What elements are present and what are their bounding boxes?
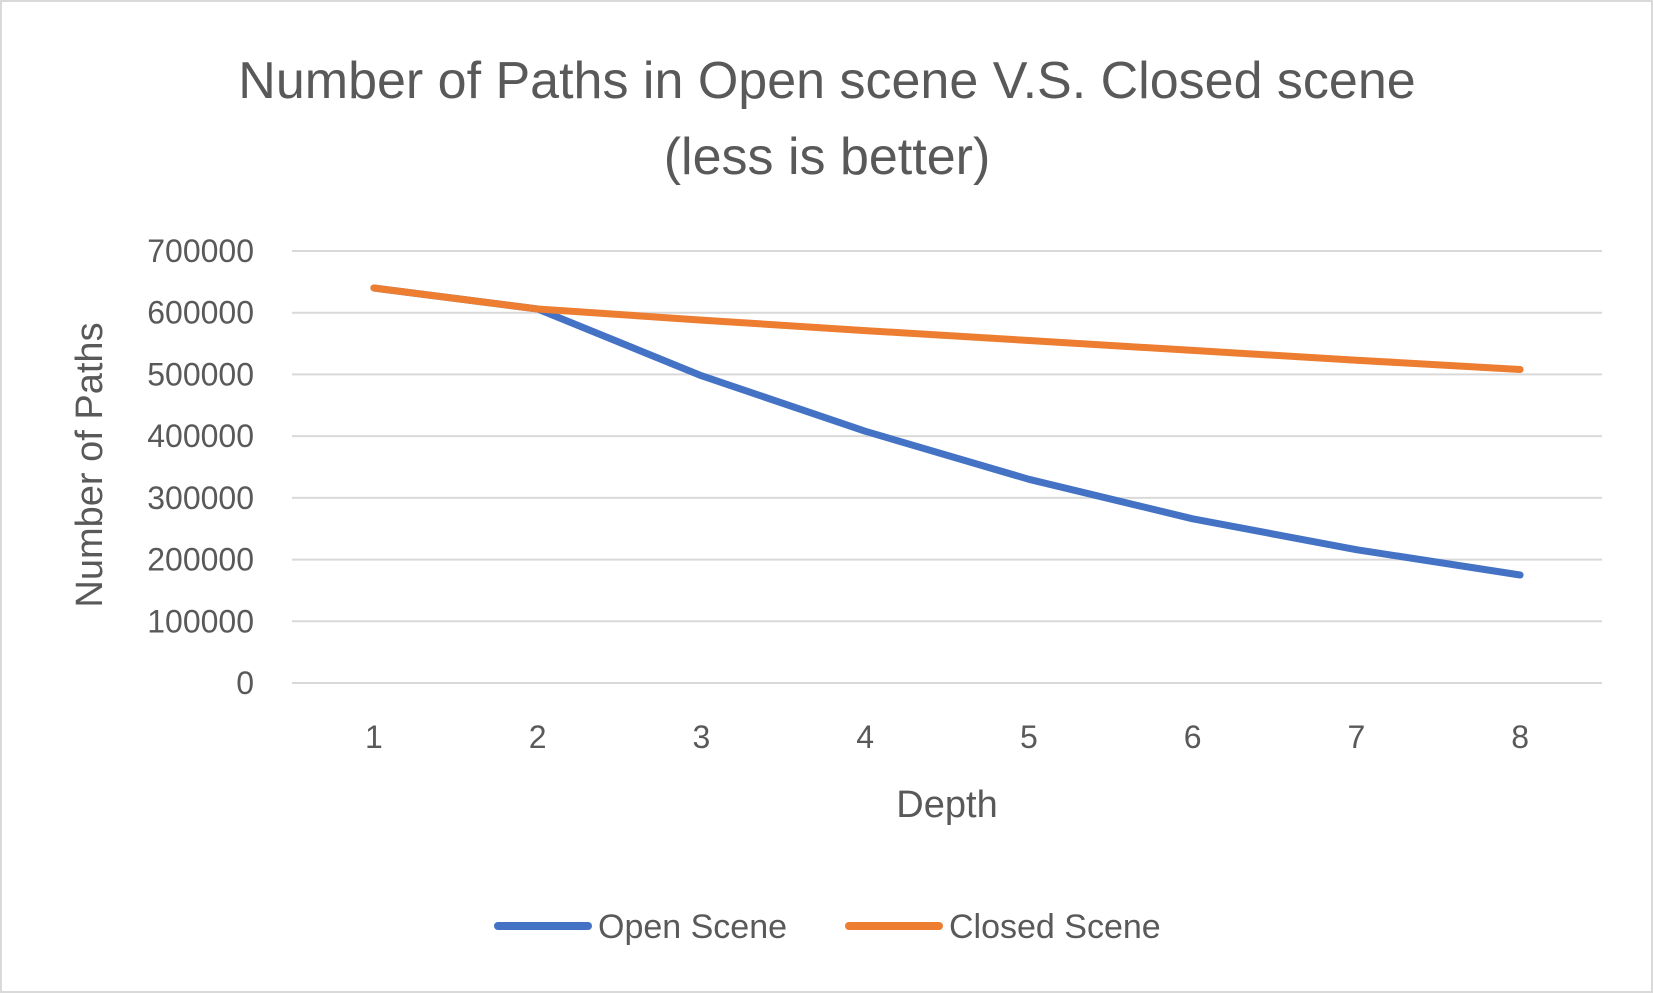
data-point-closed-scene-4 [864,330,866,332]
y-tick-label-400000: 400000 [147,418,254,454]
series-lines [370,284,1524,579]
x-tick-label-7: 7 [1347,719,1365,755]
x-axis-title: Depth [896,784,997,826]
x-tick-label-4: 4 [856,719,874,755]
y-axis-tick-labels: 0 100000 200000 300000 400000 500000 600000 700… [147,233,254,701]
data-point-closed-scene-7 [1355,359,1357,361]
x-tick-label-6: 6 [1184,719,1202,755]
data-point-closed-scene-6 [1192,349,1194,351]
data-point-closed-scene-3 [700,319,702,321]
y-tick-label-200000: 200000 [147,542,254,578]
data-point-closed-scene-1 [373,287,375,289]
data-point-open-scene-8 [1519,574,1521,576]
x-tick-label-5: 5 [1020,719,1038,755]
y-axis-title: Number of Paths [69,322,111,607]
y-tick-label-0: 0 [236,665,254,701]
y-tick-label-600000: 600000 [147,295,254,331]
data-point-open-scene-3 [700,375,702,377]
x-tick-label-1: 1 [365,719,383,755]
gridlines [292,250,1602,684]
x-axis-tick-labels: 1 2 3 4 5 6 7 8 [365,719,1529,755]
x-tick-label-8: 8 [1511,719,1529,755]
chart-subtitle: (less is better) [664,128,991,186]
y-tick-label-700000: 700000 [147,233,254,269]
legend: Open Scene Closed Scene [494,908,1161,946]
legend-label-open-scene: Open Scene [598,908,787,946]
data-point-open-scene-7 [1355,549,1357,551]
y-tick-label-500000: 500000 [147,356,254,392]
series-line-closed-scene [370,284,1524,373]
y-tick-label-300000: 300000 [147,480,254,516]
chart-title: Number of Paths in Open scene V.S. Close… [238,52,1415,110]
x-tick-label-3: 3 [692,719,710,755]
legend-label-closed-scene: Closed Scene [949,908,1161,946]
data-point-open-scene-4 [864,430,866,432]
data-point-closed-scene-2 [537,308,539,310]
data-point-closed-scene-5 [1028,339,1030,341]
data-point-open-scene-5 [1028,478,1030,480]
data-point-open-scene-6 [1192,518,1194,520]
y-tick-label-100000: 100000 [147,603,254,639]
series-line-open-scene [370,284,1524,579]
x-tick-label-2: 2 [529,719,547,755]
data-point-closed-scene-8 [1519,368,1521,370]
